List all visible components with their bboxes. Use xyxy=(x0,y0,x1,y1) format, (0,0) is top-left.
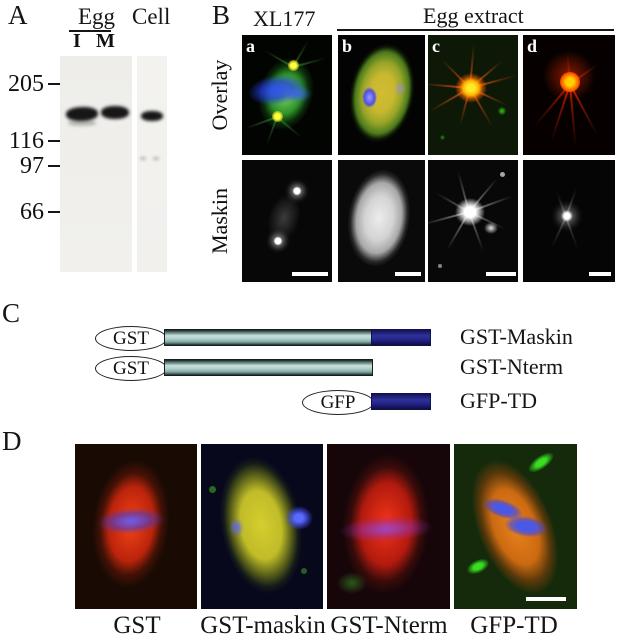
spindle-pole xyxy=(272,111,283,122)
panel-b-letter: B xyxy=(212,0,231,30)
image-letter: b xyxy=(342,36,353,56)
gst-tag-oval: GST xyxy=(95,356,167,381)
panel-b-header-xl177: XL177 xyxy=(253,6,316,31)
egg-underline xyxy=(69,30,111,32)
micrograph-d-gst xyxy=(75,444,197,609)
construct-bar-nterm xyxy=(164,359,373,376)
mw-value: 97 xyxy=(20,153,44,179)
d-label-gst: GST xyxy=(113,612,161,639)
panel-a-letter: A xyxy=(8,0,28,30)
bright-oval-gray xyxy=(341,165,417,271)
mw-tick xyxy=(48,140,60,142)
panel-c-letter: C xyxy=(2,298,21,328)
micrograph-d-gst-nterm xyxy=(327,444,450,609)
pole-dot xyxy=(292,186,302,196)
green-smudge xyxy=(337,572,367,594)
gfp-pole-cap-green xyxy=(464,555,492,578)
green-speckle xyxy=(301,568,307,574)
aster-core-orange xyxy=(560,72,580,92)
micrograph-overlay-a: a xyxy=(242,35,332,155)
scale-bar xyxy=(292,272,328,276)
chromosomes-blue xyxy=(284,85,312,103)
panel-d-letter: D xyxy=(2,426,22,456)
chromosomes-blue xyxy=(362,87,377,108)
blot-faint-dot xyxy=(153,157,159,160)
mw-tick xyxy=(48,211,60,213)
pole-dot xyxy=(273,236,283,246)
construct-bar-maskin-td-domain xyxy=(371,329,431,346)
image-letter: c xyxy=(432,36,440,56)
scale-bar xyxy=(589,272,611,276)
gfp-pole-cap-green xyxy=(524,448,558,477)
construct-bar-maskin-nterm xyxy=(164,329,372,346)
micrograph-d-gfp-td xyxy=(454,444,577,609)
blot-band-cell xyxy=(141,111,163,121)
d-label-gst-nterm: GST-Nterm xyxy=(330,612,448,639)
egg-extract-underline xyxy=(337,29,614,31)
panel-a-group-egg: Egg xyxy=(78,4,116,29)
gfp-tag-oval: GFP xyxy=(302,390,374,415)
construct-name-gst-maskin: GST-Maskin xyxy=(460,324,573,349)
micrograph-overlay-d: d xyxy=(523,35,615,155)
mw-value: 66 xyxy=(20,199,44,225)
spindle-yellow xyxy=(341,38,423,148)
spindle-pole xyxy=(288,60,299,71)
mw-tick xyxy=(48,165,60,167)
green-dot xyxy=(498,107,506,115)
micrograph-maskin-d xyxy=(523,160,615,282)
faint-spindle-gray xyxy=(255,181,313,255)
micrograph-maskin-c xyxy=(428,160,518,282)
green-dot xyxy=(440,135,445,140)
scale-bar xyxy=(395,272,421,276)
image-letter: a xyxy=(246,36,255,56)
micrograph-overlay-b: b xyxy=(338,35,425,155)
lane-label-m: M xyxy=(96,30,115,52)
micrograph-maskin-a xyxy=(242,160,332,282)
western-blot-cell-strip xyxy=(137,56,167,272)
gst-tag-oval: GST xyxy=(95,326,167,351)
pole-dot xyxy=(561,210,573,222)
mw-value: 116 xyxy=(8,128,44,154)
micrograph-maskin-b xyxy=(338,160,425,282)
row-label-maskin: Maskin xyxy=(207,188,232,254)
construct-name-gst-nterm: GST-Nterm xyxy=(460,354,564,379)
image-letter: d xyxy=(527,36,538,56)
chromosomes-blue xyxy=(229,518,244,537)
chromosomes-blue xyxy=(285,506,313,530)
mw-tick xyxy=(48,83,60,85)
bright-blob xyxy=(484,222,498,234)
blot-band-smear xyxy=(68,120,96,126)
construct-name-gfp-td: GFP-TD xyxy=(460,388,538,413)
blot-band-lane-m xyxy=(101,106,129,119)
panel-a-group-cell: Cell xyxy=(132,4,171,29)
panel-b-header-egg-extract: Egg extract xyxy=(423,3,524,28)
lane-label-i: I xyxy=(73,30,81,52)
aster-core-white xyxy=(455,198,485,226)
speckle xyxy=(500,172,505,177)
aster-core-yellow xyxy=(455,73,487,103)
row-label-overlay: Overlay xyxy=(207,59,232,131)
chromosomes-blue xyxy=(394,81,406,96)
d-label-gfp-td: GFP-TD xyxy=(470,612,558,639)
d-label-gst-maskin: GST-maskin xyxy=(200,612,326,639)
micrograph-d-gst-maskin xyxy=(201,444,323,609)
green-speckle xyxy=(209,486,216,493)
western-blot-egg-strip xyxy=(60,56,132,272)
scale-bar xyxy=(526,597,566,601)
speckle xyxy=(438,264,442,268)
scale-bar xyxy=(486,272,516,276)
mw-value: 205 xyxy=(8,71,44,97)
construct-bar-td-domain xyxy=(371,393,431,410)
blot-faint-dot xyxy=(140,157,146,160)
micrograph-overlay-c: c xyxy=(428,35,518,155)
